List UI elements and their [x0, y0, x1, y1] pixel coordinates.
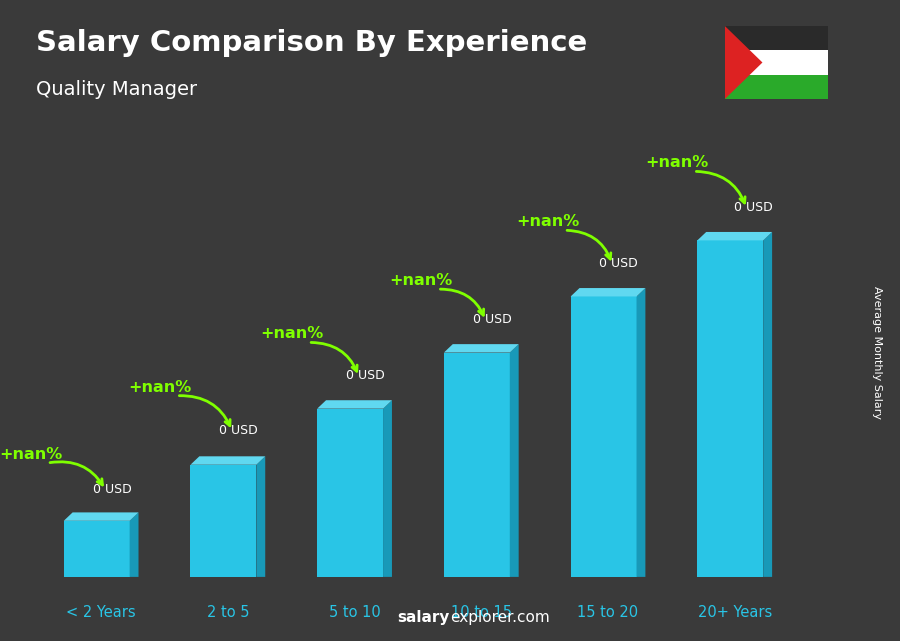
Polygon shape [444, 344, 518, 353]
Bar [317, 409, 383, 577]
Text: 10 to 15: 10 to 15 [451, 605, 512, 620]
Text: < 2 Years: < 2 Years [67, 605, 136, 620]
Text: +nan%: +nan% [260, 326, 323, 341]
Polygon shape [509, 344, 518, 577]
Polygon shape [763, 232, 772, 577]
Text: 2 to 5: 2 to 5 [207, 605, 249, 620]
Text: +nan%: +nan% [129, 379, 192, 395]
Text: 0 USD: 0 USD [220, 424, 258, 437]
Text: explorer.com: explorer.com [450, 610, 550, 625]
Bar [571, 296, 636, 577]
Text: +nan%: +nan% [517, 214, 580, 229]
Polygon shape [698, 232, 772, 240]
Text: 15 to 20: 15 to 20 [578, 605, 639, 620]
Bar [698, 240, 763, 577]
Bar [724, 75, 828, 99]
Polygon shape [636, 288, 645, 577]
Bar [444, 353, 509, 577]
Polygon shape [130, 512, 139, 577]
Text: 0 USD: 0 USD [734, 201, 772, 214]
Polygon shape [64, 512, 139, 520]
Polygon shape [317, 400, 392, 409]
Text: Average Monthly Salary: Average Monthly Salary [872, 286, 883, 419]
Polygon shape [724, 26, 762, 99]
Polygon shape [383, 400, 392, 577]
Bar [724, 50, 828, 75]
Bar [64, 520, 130, 577]
Text: 0 USD: 0 USD [472, 313, 511, 326]
Polygon shape [571, 288, 645, 296]
Text: salary: salary [398, 610, 450, 625]
Bar [724, 26, 828, 50]
Polygon shape [191, 456, 266, 465]
Text: Salary Comparison By Experience: Salary Comparison By Experience [36, 29, 587, 57]
Text: +nan%: +nan% [0, 447, 62, 462]
Text: Quality Manager: Quality Manager [36, 80, 197, 99]
Polygon shape [256, 456, 266, 577]
Text: +nan%: +nan% [390, 273, 453, 288]
Text: 5 to 10: 5 to 10 [328, 605, 381, 620]
Text: 0 USD: 0 USD [93, 483, 131, 495]
Text: 0 USD: 0 USD [599, 257, 638, 270]
Text: 0 USD: 0 USD [346, 369, 384, 382]
Bar [191, 465, 256, 577]
Text: 20+ Years: 20+ Years [698, 605, 772, 620]
Text: +nan%: +nan% [645, 155, 708, 171]
